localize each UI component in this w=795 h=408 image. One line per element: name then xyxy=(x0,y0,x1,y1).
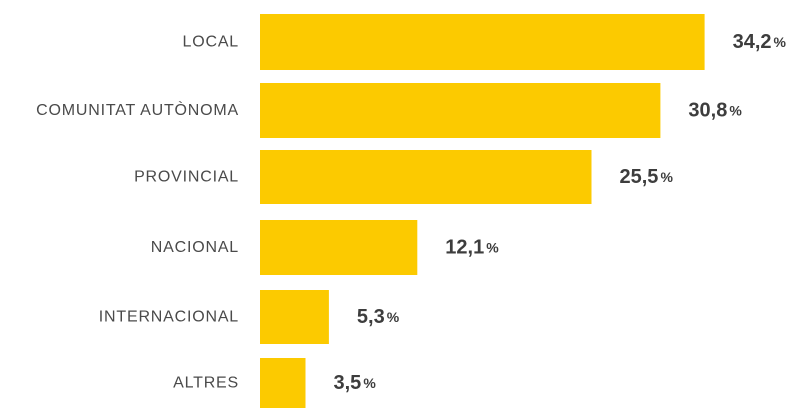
value-label: 30,8% xyxy=(688,100,742,122)
bar-local xyxy=(260,14,705,70)
bar-comunitat-aut-noma xyxy=(260,83,661,138)
bar-nacional xyxy=(260,220,418,275)
category-label: NACIONAL xyxy=(151,239,239,256)
value-label: 5,3% xyxy=(357,306,400,328)
category-label: INTERNACIONAL xyxy=(99,309,239,326)
category-label: ALTRES xyxy=(173,375,239,392)
category-label: COMUNITAT AUTÒNOMA xyxy=(36,100,239,119)
value-label: 3,5% xyxy=(334,372,377,394)
value-label: 25,5% xyxy=(620,166,674,188)
bars-layer xyxy=(260,14,705,408)
category-label: PROVINCIAL xyxy=(134,169,239,186)
category-label: LOCAL xyxy=(183,34,239,51)
value-label: 34,2% xyxy=(733,31,787,53)
category-labels: LOCAL COMUNITAT AUTÒNOMA PROVINCIAL NACIONA… xyxy=(36,34,239,392)
value-labels: 34,2 % 30,8 % 25,5 % 12,1 % 5,3 % 3,5% xyxy=(334,31,787,394)
bar-provincial xyxy=(260,150,592,204)
value-label: 12,1% xyxy=(445,237,499,259)
bar-altres xyxy=(260,358,306,408)
bar-internacional xyxy=(260,290,329,344)
